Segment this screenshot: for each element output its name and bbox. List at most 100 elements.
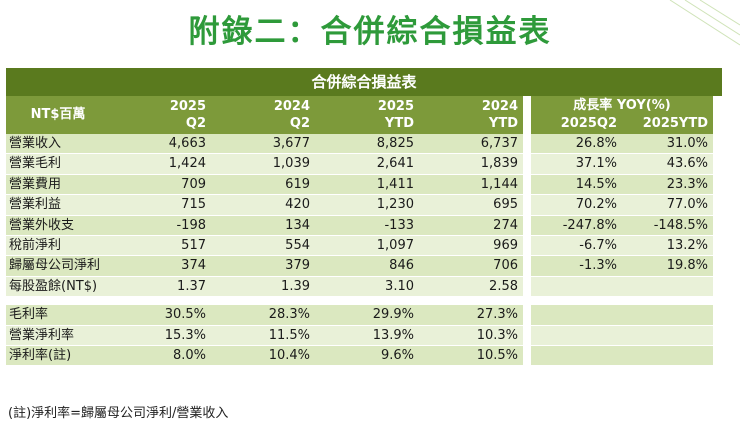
value-cell: 134 (211, 215, 315, 236)
value-cell: 30.5% (107, 305, 211, 326)
value-cell: 1,097 (315, 235, 419, 257)
yoy-cell (531, 276, 622, 298)
page-title: 附錄二：合併綜合損益表 (188, 14, 552, 50)
table-row: 稅前淨利 517 554 1,097 969 -6.7% 13.2% (6, 235, 722, 257)
value-cell: 420 (211, 195, 315, 216)
value-cell: 28.3% (211, 305, 315, 326)
column-gap (523, 174, 531, 196)
yoy-cell: 31.0% (622, 134, 713, 155)
yoy-cell: 70.2% (531, 195, 622, 216)
value-cell: 4,663 (107, 134, 211, 155)
yoy-cell (622, 276, 713, 298)
value-cell: 379 (211, 256, 315, 277)
value-cell: 1.39 (211, 276, 315, 298)
decorative-lines-icon (669, 0, 740, 46)
value-cell: 11.5% (211, 325, 315, 346)
value-cell: 517 (107, 235, 211, 257)
column-header: 2025 Q2 (107, 96, 211, 134)
row-label: 稅前淨利 (6, 235, 107, 257)
yoy-cell: -148.5% (622, 215, 713, 236)
yoy-cell: 43.6% (622, 154, 713, 175)
column-header: 2024 Q2 (211, 96, 315, 134)
value-cell: 846 (315, 256, 419, 277)
value-cell: 274 (419, 215, 523, 236)
value-cell: 695 (419, 195, 523, 216)
yoy-cell: -247.8% (531, 215, 622, 236)
value-cell: 2,641 (315, 154, 419, 175)
column-gap (523, 215, 531, 236)
row-label: 淨利率(註) (6, 345, 107, 367)
table-row: 毛利率 30.5% 28.3% 29.9% 27.3% (6, 305, 722, 326)
yoy-cell: 14.5% (531, 174, 622, 196)
value-cell: -198 (107, 215, 211, 236)
value-cell: 969 (419, 235, 523, 257)
yoy-cell: 23.3% (622, 174, 713, 196)
value-cell: 1,230 (315, 195, 419, 216)
yoy-cell: 19.8% (622, 256, 713, 277)
table-header: 合併綜合損益表 (6, 68, 722, 96)
yoy-cell (531, 305, 622, 326)
value-cell: 715 (107, 195, 211, 216)
value-cell: 1,144 (419, 174, 523, 196)
value-cell: 374 (107, 256, 211, 277)
yoy-cell: 77.0% (622, 195, 713, 216)
yoy-cell (622, 325, 713, 346)
table-row: 淨利率(註) 8.0% 10.4% 9.6% 10.5% (6, 345, 722, 367)
table-row: 營業利益 715 420 1,230 695 70.2% 77.0% (6, 195, 722, 216)
yoy-cell (622, 345, 713, 367)
yoy-column-header: 2025YTD (642, 116, 708, 131)
row-label: 毛利率 (6, 305, 107, 326)
yoy-cell (622, 305, 713, 326)
yoy-cell: -1.3% (531, 256, 622, 277)
yoy-cell: 13.2% (622, 235, 713, 257)
yoy-cell: -6.7% (531, 235, 622, 257)
column-gap (523, 235, 531, 257)
value-cell: 1,839 (419, 154, 523, 175)
value-cell: -133 (315, 215, 419, 236)
value-cell: 1,411 (315, 174, 419, 196)
column-gap (523, 134, 531, 155)
table-row: 營業外收支 -198 134 -133 274 -247.8% -148.5% (6, 215, 722, 236)
value-cell: 1,039 (211, 154, 315, 175)
value-cell: 8.0% (107, 345, 211, 367)
column-header-row: NT$百萬 2025 Q2 2024 Q2 2025 YTD 2024 YTD 成長率 … (6, 96, 722, 134)
row-label: 歸屬母公司淨利 (6, 256, 107, 277)
value-cell: 2.58 (419, 276, 523, 298)
income-statement-table: 合併綜合損益表 NT$百萬 2025 Q2 2024 Q2 2025 YTD 2024… (6, 68, 722, 367)
value-cell: 27.3% (419, 305, 523, 326)
value-cell: 8,825 (315, 134, 419, 155)
value-cell: 10.5% (419, 345, 523, 367)
column-gap (523, 325, 531, 346)
row-label: 營業利益 (6, 195, 107, 216)
yoy-header: 成長率 YOY(%) 2025Q2 2025YTD (531, 96, 713, 134)
column-gap (523, 96, 531, 134)
column-header: 2024 YTD (419, 96, 523, 134)
value-cell: 6,737 (419, 134, 523, 155)
value-cell: 709 (107, 174, 211, 196)
table-row: 營業毛利 1,424 1,039 2,641 1,839 37.1% 43.6% (6, 154, 722, 175)
value-cell: 3.10 (315, 276, 419, 298)
value-cell: 10.3% (419, 325, 523, 346)
row-label: 營業收入 (6, 134, 107, 155)
column-gap (523, 305, 531, 326)
column-gap (523, 276, 531, 298)
value-cell: 619 (211, 174, 315, 196)
table-row: 營業費用 709 619 1,411 1,144 14.5% 23.3% (6, 174, 722, 196)
value-cell: 15.3% (107, 325, 211, 346)
value-cell: 1,424 (107, 154, 211, 175)
yoy-cell (531, 325, 622, 346)
footnote: (註)淨利率=歸屬母公司淨利/營業收入 (8, 406, 229, 421)
value-cell: 1.37 (107, 276, 211, 298)
yoy-cell (531, 345, 622, 367)
table-row: 歸屬母公司淨利 374 379 846 706 -1.3% 19.8% (6, 256, 722, 277)
value-cell: 29.9% (315, 305, 419, 326)
yoy-cell: 26.8% (531, 134, 622, 155)
column-header: 2025 YTD (315, 96, 419, 134)
table-row: 每股盈餘(NT$) 1.37 1.39 3.10 2.58 (6, 276, 722, 298)
row-label: 每股盈餘(NT$) (6, 276, 107, 298)
yoy-title: 成長率 YOY(%) (573, 98, 671, 113)
row-label: 營業淨利率 (6, 325, 107, 346)
table-row: 營業收入 4,663 3,677 8,825 6,737 26.8% 31.0% (6, 134, 722, 155)
column-gap (523, 256, 531, 277)
row-label: 營業費用 (6, 174, 107, 196)
